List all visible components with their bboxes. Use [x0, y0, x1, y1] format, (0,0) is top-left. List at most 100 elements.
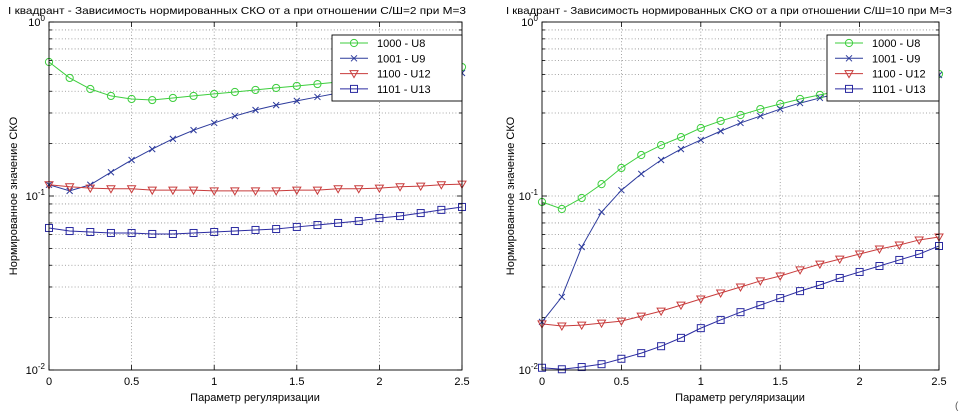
series-1101-u13-point: [776, 294, 785, 303]
series-1000-u8-point: [577, 193, 586, 203]
series-1101-u13-point: [676, 333, 685, 342]
series-1100-u12-point: [209, 187, 220, 196]
x-axis-label: Параметр регуляризации: [190, 392, 320, 404]
series-1000-u8-point: [776, 99, 785, 109]
series-1100-u12-point: [676, 301, 686, 311]
series-1101-u13-point: [835, 273, 844, 282]
legend-entry: 1100 - U12: [340, 69, 431, 81]
series-1100-u12-point: [616, 317, 627, 327]
series-1100-u12-point: [874, 245, 885, 254]
corner-text-fragment: (: [955, 401, 959, 411]
series-1101-u13-point: [437, 205, 446, 214]
series-1000-u8-point: [736, 110, 745, 120]
legend-label: 1100 - U12: [872, 69, 926, 81]
series-1000-u8-point: [657, 141, 666, 150]
legend-entry: 1001 - U9: [340, 53, 425, 65]
series-1000-u8-point: [756, 104, 765, 114]
series-1001-u9-point: [776, 105, 784, 113]
series-1100-u12-point: [755, 277, 766, 286]
series-1101-u13-point: [251, 225, 260, 234]
series-1101-u13-point: [657, 342, 666, 351]
series-1001-u9-point: [697, 136, 705, 144]
series-1100-u12-point: [374, 184, 385, 194]
series-1100-u12-point: [64, 183, 75, 192]
legend: 1000 - U8 1001 - U9 1100 - U12 1101 - U13: [826, 34, 940, 102]
x-tick-label: 2: [857, 376, 863, 388]
circle-marker-icon: [349, 38, 359, 48]
legend-label: 1100 - U12: [377, 69, 431, 81]
legend-box: [826, 34, 940, 102]
series-1100-u12-point: [415, 182, 426, 192]
legend-label: 1001 - U9: [872, 53, 920, 65]
legend-label: 1001 - U9: [377, 53, 425, 65]
series-1001-u9-point: [737, 119, 744, 127]
series-1101-u13-point: [127, 228, 136, 237]
chart-title: I квадрант - Зависимость нормированных С…: [506, 5, 952, 17]
x-tick-label: 1.5: [773, 376, 788, 388]
series-1001-u9-point: [128, 156, 135, 164]
series-1101-u13-point: [292, 222, 301, 231]
series-1100-u12-point: [775, 272, 786, 281]
series-1100-u12-point: [271, 187, 282, 196]
x-tick-label: 2: [376, 376, 382, 388]
series-1101-u13-point: [375, 214, 384, 223]
series-1000-u8-point: [106, 91, 116, 101]
series-1001-u9-point: [169, 135, 177, 143]
series-1100-u12-point: [188, 186, 199, 196]
legend-label: 1101 - U13: [872, 84, 926, 96]
x-tick-label: 0: [46, 376, 52, 388]
triangle-down-marker-icon: [349, 70, 359, 79]
series-1000-u8-point: [189, 91, 198, 101]
series-1100-u12-point: [636, 312, 647, 322]
series-1100-u12-point: [312, 186, 323, 196]
series-1101-u13-point: [272, 225, 281, 234]
series-1100-u12-point: [695, 295, 706, 304]
series-1101-u13-point: [617, 354, 626, 363]
legend-label: 1000 - U8: [377, 38, 425, 50]
series-1000-u8-point: [617, 163, 626, 173]
y-tick-base: 10: [26, 191, 38, 203]
series-1000-u8-point: [292, 81, 301, 91]
legend: 1000 - U8 1001 - U9 1100 - U12 1101 - U13: [331, 34, 463, 102]
series-1101-u13-line: [49, 206, 462, 235]
legend-label: 1000 - U8: [872, 38, 920, 50]
series-1100-u12-point: [795, 266, 805, 275]
y-tick-label: 10-2: [519, 362, 539, 377]
series-1001-u9-point: [190, 126, 197, 134]
series-1101-u13-point: [148, 229, 157, 238]
chart-right: I квадрант - Зависимость нормированных С…: [505, 5, 952, 404]
y-tick-base: 10: [519, 365, 531, 377]
series-1101-u13-point: [86, 228, 95, 237]
series-1101-u13-point: [696, 324, 705, 333]
series-1100-u12-point: [656, 307, 666, 317]
y-tick-label: 10-1: [26, 188, 46, 203]
cross-marker-icon: [350, 54, 358, 62]
series-1000-u8-point: [148, 95, 157, 105]
triangle-down-marker-icon: [844, 70, 854, 79]
series-1001-u9-point: [657, 156, 665, 164]
series-1101-u13-point: [855, 267, 864, 276]
series-1100-u12-point: [894, 241, 905, 250]
x-tick-label: 1.5: [289, 376, 304, 388]
series-1101-u13-point: [106, 228, 115, 237]
series-1101-u13-point: [65, 227, 74, 236]
y-tick-exponent: -1: [38, 188, 46, 197]
legend-entry: 1101 - U13: [835, 84, 926, 96]
series-1100-u12-point: [715, 289, 726, 299]
series-1000-u8-point: [272, 83, 281, 93]
square-marker-icon: [845, 84, 853, 93]
y-axis-label: Нормированное значение СКО: [8, 116, 20, 275]
series-1100-u12-point: [596, 319, 607, 329]
series-1000-u8-point: [716, 116, 725, 126]
legend-entry: 1100 - U12: [835, 69, 926, 81]
series-1101-u13-point: [189, 228, 198, 237]
series-1100-u12-point: [834, 255, 845, 265]
series-1000-u8-point: [597, 180, 606, 189]
series-1100-u12-point: [395, 183, 405, 192]
series-1001-u9-point: [717, 127, 725, 135]
series-1101-u13-point: [557, 365, 566, 374]
series-1100-u12-point: [815, 260, 825, 270]
series-1000-u8-point: [696, 123, 705, 133]
legend-box: [331, 34, 463, 102]
x-tick-label: 1: [698, 376, 704, 388]
